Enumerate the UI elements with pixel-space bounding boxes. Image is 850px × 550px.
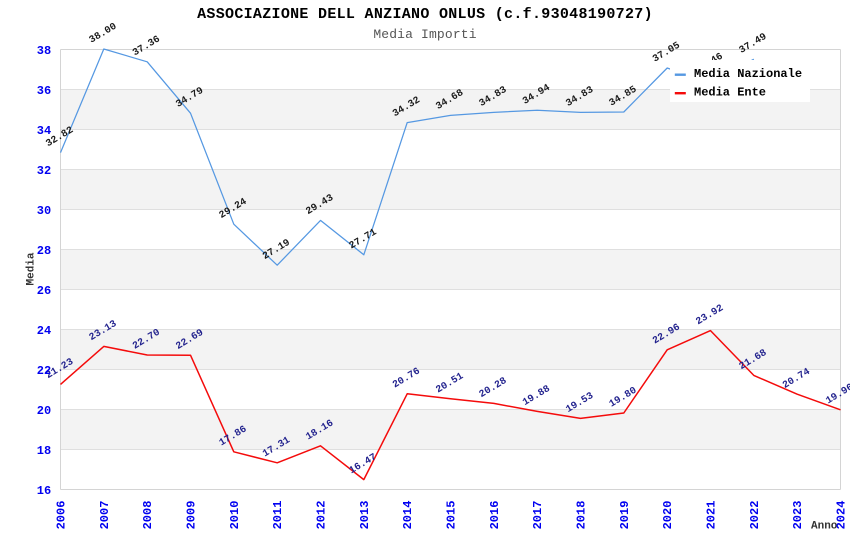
svg-text:2010: 2010 bbox=[228, 501, 242, 530]
svg-text:22: 22 bbox=[37, 364, 51, 378]
svg-text:2011: 2011 bbox=[271, 501, 285, 530]
svg-text:20: 20 bbox=[37, 404, 51, 418]
svg-text:18: 18 bbox=[37, 444, 51, 458]
svg-text:28: 28 bbox=[37, 244, 51, 258]
svg-text:30: 30 bbox=[37, 204, 51, 218]
svg-text:2014: 2014 bbox=[401, 501, 415, 530]
svg-text:2006: 2006 bbox=[55, 501, 69, 530]
svg-text:Media Importi: Media Importi bbox=[373, 27, 476, 42]
svg-text:2020: 2020 bbox=[661, 501, 675, 530]
svg-text:36: 36 bbox=[37, 84, 51, 98]
svg-text:2024: 2024 bbox=[835, 501, 849, 530]
svg-text:2016: 2016 bbox=[488, 501, 502, 530]
svg-text:24: 24 bbox=[37, 324, 51, 338]
svg-text:2019: 2019 bbox=[618, 501, 632, 530]
svg-text:26: 26 bbox=[37, 284, 51, 298]
svg-text:34: 34 bbox=[37, 124, 51, 138]
svg-text:2013: 2013 bbox=[358, 501, 372, 530]
svg-text:2018: 2018 bbox=[575, 501, 589, 530]
svg-text:38: 38 bbox=[37, 44, 51, 58]
svg-text:2008: 2008 bbox=[141, 501, 155, 530]
svg-text:2017: 2017 bbox=[531, 501, 545, 530]
svg-text:2012: 2012 bbox=[315, 501, 329, 530]
svg-text:Media: Media bbox=[26, 252, 38, 285]
svg-text:2015: 2015 bbox=[445, 501, 459, 530]
svg-text:Media Nazionale: Media Nazionale bbox=[694, 67, 802, 81]
svg-text:2007: 2007 bbox=[98, 501, 112, 530]
svg-text:16: 16 bbox=[37, 484, 51, 498]
svg-text:Anno: Anno bbox=[811, 521, 838, 533]
svg-text:2021: 2021 bbox=[705, 501, 719, 530]
svg-text:ASSOCIAZIONE DELL ANZIANO ONLU: ASSOCIAZIONE DELL ANZIANO ONLUS (c.f.930… bbox=[197, 6, 653, 23]
svg-text:Media Ente: Media Ente bbox=[694, 85, 766, 99]
svg-text:2009: 2009 bbox=[185, 501, 199, 530]
svg-text:2022: 2022 bbox=[748, 501, 762, 530]
svg-text:32: 32 bbox=[37, 164, 51, 178]
svg-text:2023: 2023 bbox=[791, 501, 805, 530]
